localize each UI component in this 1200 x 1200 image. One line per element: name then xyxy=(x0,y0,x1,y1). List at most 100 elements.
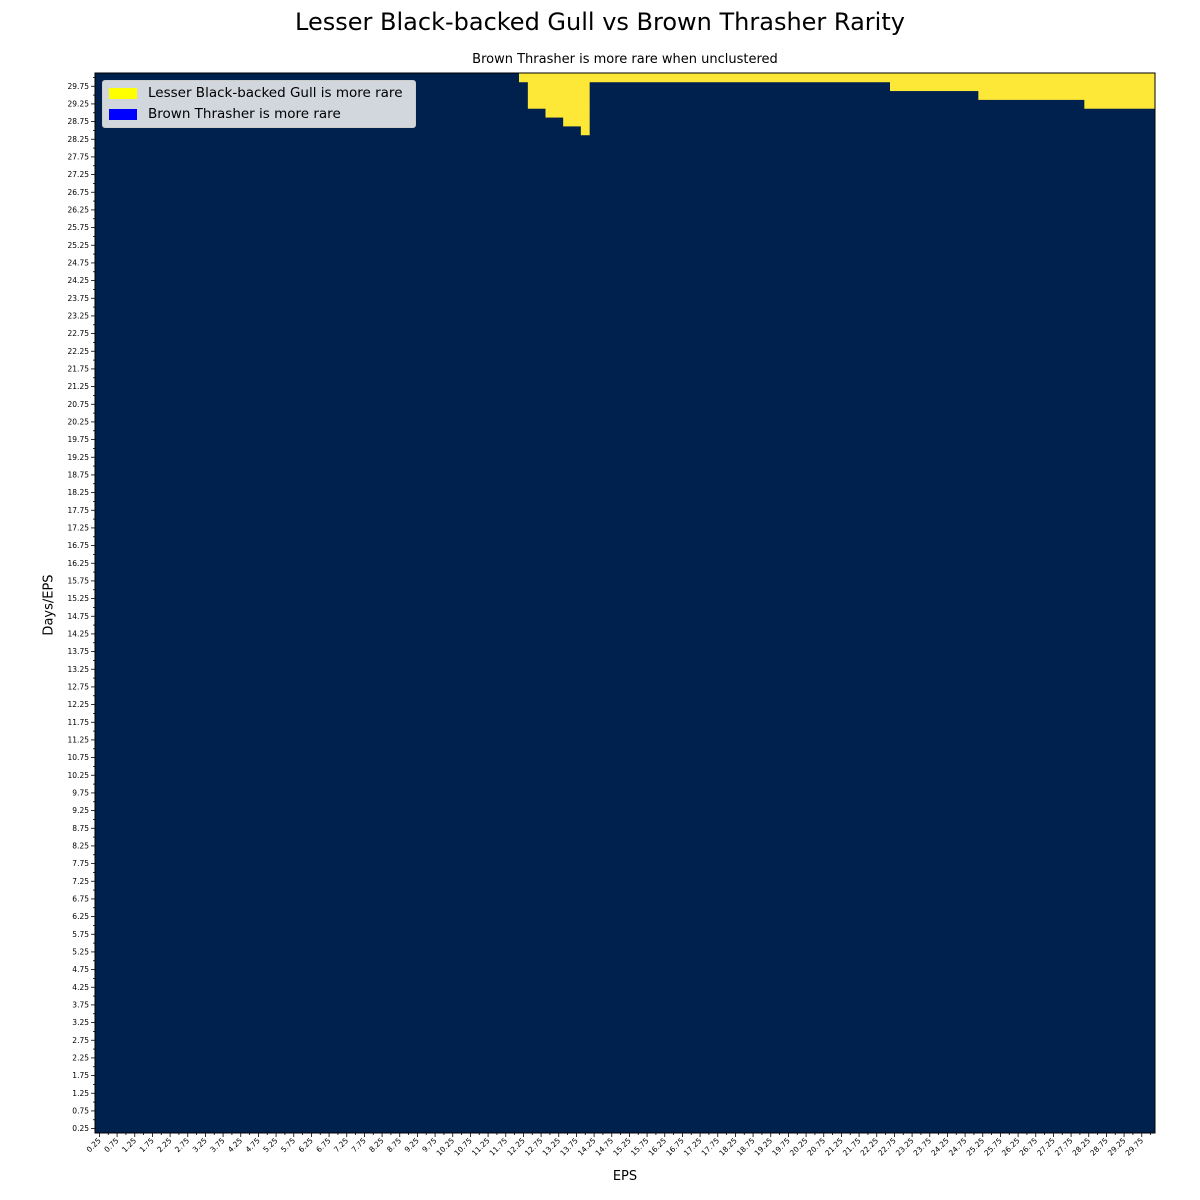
x-tick-label: 3.25 xyxy=(191,1136,209,1154)
heatmap-cell-thrasher xyxy=(95,488,1156,498)
heatmap-cell-thrasher xyxy=(95,1053,1156,1063)
y-tick-label: 23.75 xyxy=(68,294,90,303)
heatmap-cell-thrasher xyxy=(95,152,1156,162)
y-tick-label: 21.25 xyxy=(68,382,90,391)
heatmap-cell-thrasher xyxy=(95,408,1156,418)
heatmap-cell-thrasher xyxy=(95,514,1156,524)
heatmap-cell-thrasher xyxy=(95,373,1156,383)
heatmap-cell-gull xyxy=(890,81,1156,92)
y-tick-label: 11.75 xyxy=(68,718,90,727)
heatmap-cell-thrasher xyxy=(95,682,1156,692)
y-tick-label: 15.75 xyxy=(68,577,90,586)
y-tick-label: 22.75 xyxy=(68,329,90,338)
heatmap-cell-thrasher xyxy=(95,1124,1156,1134)
heatmap-cell-thrasher xyxy=(589,126,1156,136)
y-tick-label: 24.25 xyxy=(68,276,90,285)
heatmap-cell-thrasher xyxy=(589,90,979,100)
x-tick-label: 6.25 xyxy=(297,1136,315,1154)
y-tick-label: 13.75 xyxy=(68,647,90,656)
x-tick-label: 0.25 xyxy=(85,1136,103,1154)
heatmap-cell-thrasher xyxy=(95,770,1156,781)
heatmap-cell-thrasher xyxy=(95,338,1156,348)
heatmap-cell-thrasher xyxy=(589,117,1156,127)
heatmap-cell-thrasher xyxy=(95,470,1156,480)
heatmap-cell-thrasher xyxy=(95,832,1156,842)
y-tick-label: 26.25 xyxy=(68,206,90,215)
y-tick-label: 13.25 xyxy=(68,665,90,674)
x-tick-label: 29.75 xyxy=(1124,1136,1146,1158)
heatmap-cell-thrasher xyxy=(95,240,1156,251)
heatmap-cell-thrasher xyxy=(95,594,1156,604)
x-tick-label: 6.75 xyxy=(314,1136,332,1154)
heatmap-cell-thrasher xyxy=(95,276,1156,286)
x-tick-label: 21.25 xyxy=(823,1136,845,1158)
y-tick-label: 20.25 xyxy=(68,418,90,427)
x-tick-label: 28.75 xyxy=(1088,1136,1110,1158)
y-tick-label: 17.25 xyxy=(68,524,90,533)
heatmap-cell-thrasher xyxy=(95,965,1156,975)
heatmap-cell-thrasher xyxy=(95,161,1156,171)
heatmap-cell-thrasher xyxy=(95,585,1156,595)
heatmap-cell-thrasher xyxy=(95,1088,1156,1099)
heatmap-cell-thrasher xyxy=(95,346,1156,357)
heatmap-cell-thrasher xyxy=(95,691,1156,701)
y-tick-label: 27.25 xyxy=(68,170,90,179)
heatmap-cell-thrasher xyxy=(95,611,1156,622)
x-tick-label: 28.25 xyxy=(1071,1136,1093,1158)
y-tick-label: 6.75 xyxy=(72,895,89,904)
y-tick-label: 0.75 xyxy=(72,1107,89,1116)
heatmap-cell-gull xyxy=(563,117,591,127)
x-tick-label: 12.25 xyxy=(505,1136,527,1158)
y-tick-label: 19.75 xyxy=(68,435,90,444)
heatmap-cell-thrasher xyxy=(95,762,1156,772)
x-tick-label: 19.75 xyxy=(770,1136,792,1158)
y-tick-label: 5.25 xyxy=(72,948,89,957)
y-tick-label: 20.75 xyxy=(68,400,90,409)
heatmap-cell-thrasher xyxy=(95,364,1156,374)
heatmap-cell-thrasher xyxy=(95,991,1156,1001)
heatmap-cell-thrasher xyxy=(95,603,1156,613)
y-tick-label: 2.75 xyxy=(72,1036,89,1045)
heatmap-cell-thrasher xyxy=(95,735,1156,745)
heatmap-cell-thrasher xyxy=(95,903,1156,913)
x-tick-label: 0.75 xyxy=(102,1136,120,1154)
x-tick-label: 21.75 xyxy=(841,1136,863,1158)
heatmap-cell-thrasher xyxy=(95,1080,1156,1090)
x-tick-label: 27.75 xyxy=(1053,1136,1075,1158)
plot-frame xyxy=(94,72,1156,1134)
heatmap-cell-thrasher xyxy=(95,205,1156,215)
x-tick-label: 15.25 xyxy=(611,1136,633,1158)
x-tick-label: 10.25 xyxy=(435,1136,457,1158)
heatmap-cell-gull xyxy=(519,73,1156,83)
heatmap-cell-thrasher xyxy=(95,497,1156,507)
y-tick-label: 1.75 xyxy=(72,1071,89,1080)
x-tick-label: 26.75 xyxy=(1018,1136,1040,1158)
heatmap-cell-thrasher xyxy=(95,523,1156,533)
x-tick-label: 23.25 xyxy=(894,1136,916,1158)
heatmap-cell-thrasher xyxy=(95,638,1156,648)
heatmap-cell-thrasher xyxy=(95,956,1156,966)
x-tick-label: 7.75 xyxy=(350,1136,368,1154)
x-tick-label: 23.75 xyxy=(912,1136,934,1158)
y-tick-label: 11.25 xyxy=(68,736,90,745)
x-tick-label: 7.25 xyxy=(332,1136,350,1154)
axis-ticks xyxy=(91,77,1151,1137)
heatmap-cell-thrasher xyxy=(95,170,1156,180)
heatmap-cell-gull xyxy=(527,99,591,109)
legend-item-thrasher: Brown Thrasher is more rare xyxy=(109,104,341,124)
heatmap-cell-thrasher xyxy=(95,320,1156,330)
chart-subtitle: Brown Thrasher is more rare when unclust… xyxy=(472,52,778,67)
legend: Lesser Black-backed Gull is more rare Br… xyxy=(102,80,416,128)
heatmap-cell-thrasher xyxy=(95,258,1156,268)
y-tick-label: 16.25 xyxy=(68,559,90,568)
y-tick-label: 29.25 xyxy=(68,100,90,109)
heatmap-cell-thrasher xyxy=(95,779,1156,789)
heatmap-cell-thrasher xyxy=(95,1044,1156,1054)
x-tick-label: 15.75 xyxy=(629,1136,651,1158)
heatmap-cell-thrasher xyxy=(95,550,1156,560)
legend-swatch-thrasher xyxy=(109,108,137,120)
legend-swatch-gull xyxy=(109,87,137,99)
heatmap-cell-thrasher xyxy=(95,700,1156,710)
heatmap-cell-thrasher xyxy=(95,417,1156,427)
y-tick-label: 12.75 xyxy=(68,683,90,692)
